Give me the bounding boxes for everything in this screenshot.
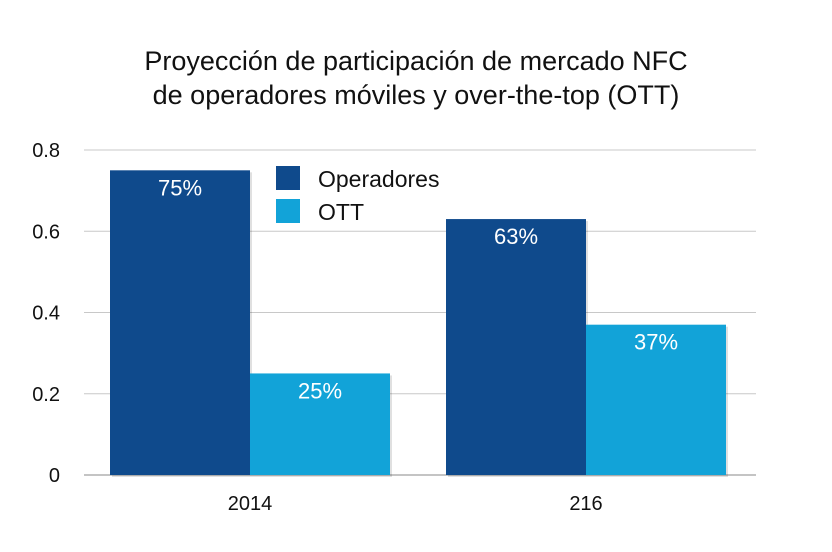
bar-ott <box>586 324 726 475</box>
chart-title-line-2: de operadores móviles y over-the-top (OT… <box>152 80 680 110</box>
legend-label: Operadores <box>318 166 439 192</box>
y-tick-label: 0 <box>49 465 60 487</box>
x-tick-label: 2014 <box>228 493 273 515</box>
legend-swatch-ott <box>276 199 300 223</box>
y-tick-label: 0.4 <box>32 303 60 325</box>
data-label: 25% <box>298 378 342 403</box>
data-label: 37% <box>634 330 678 355</box>
bar-operadores <box>110 170 250 475</box>
y-tick-label: 0.8 <box>32 140 60 162</box>
y-tick-label: 0.6 <box>32 221 60 243</box>
chart-title-line-1: Proyección de participación de mercado N… <box>144 46 688 76</box>
data-label: 75% <box>158 175 202 200</box>
legend-label: OTT <box>318 199 364 225</box>
y-tick-label: 0.2 <box>32 384 60 406</box>
data-label: 63% <box>494 224 538 249</box>
bar-operadores <box>446 219 586 475</box>
bar-ott <box>250 373 390 475</box>
x-tick-label: 216 <box>569 493 602 515</box>
chart-title: Proyección de participación de mercado N… <box>0 44 832 112</box>
legend-swatch-operadores <box>276 166 300 190</box>
